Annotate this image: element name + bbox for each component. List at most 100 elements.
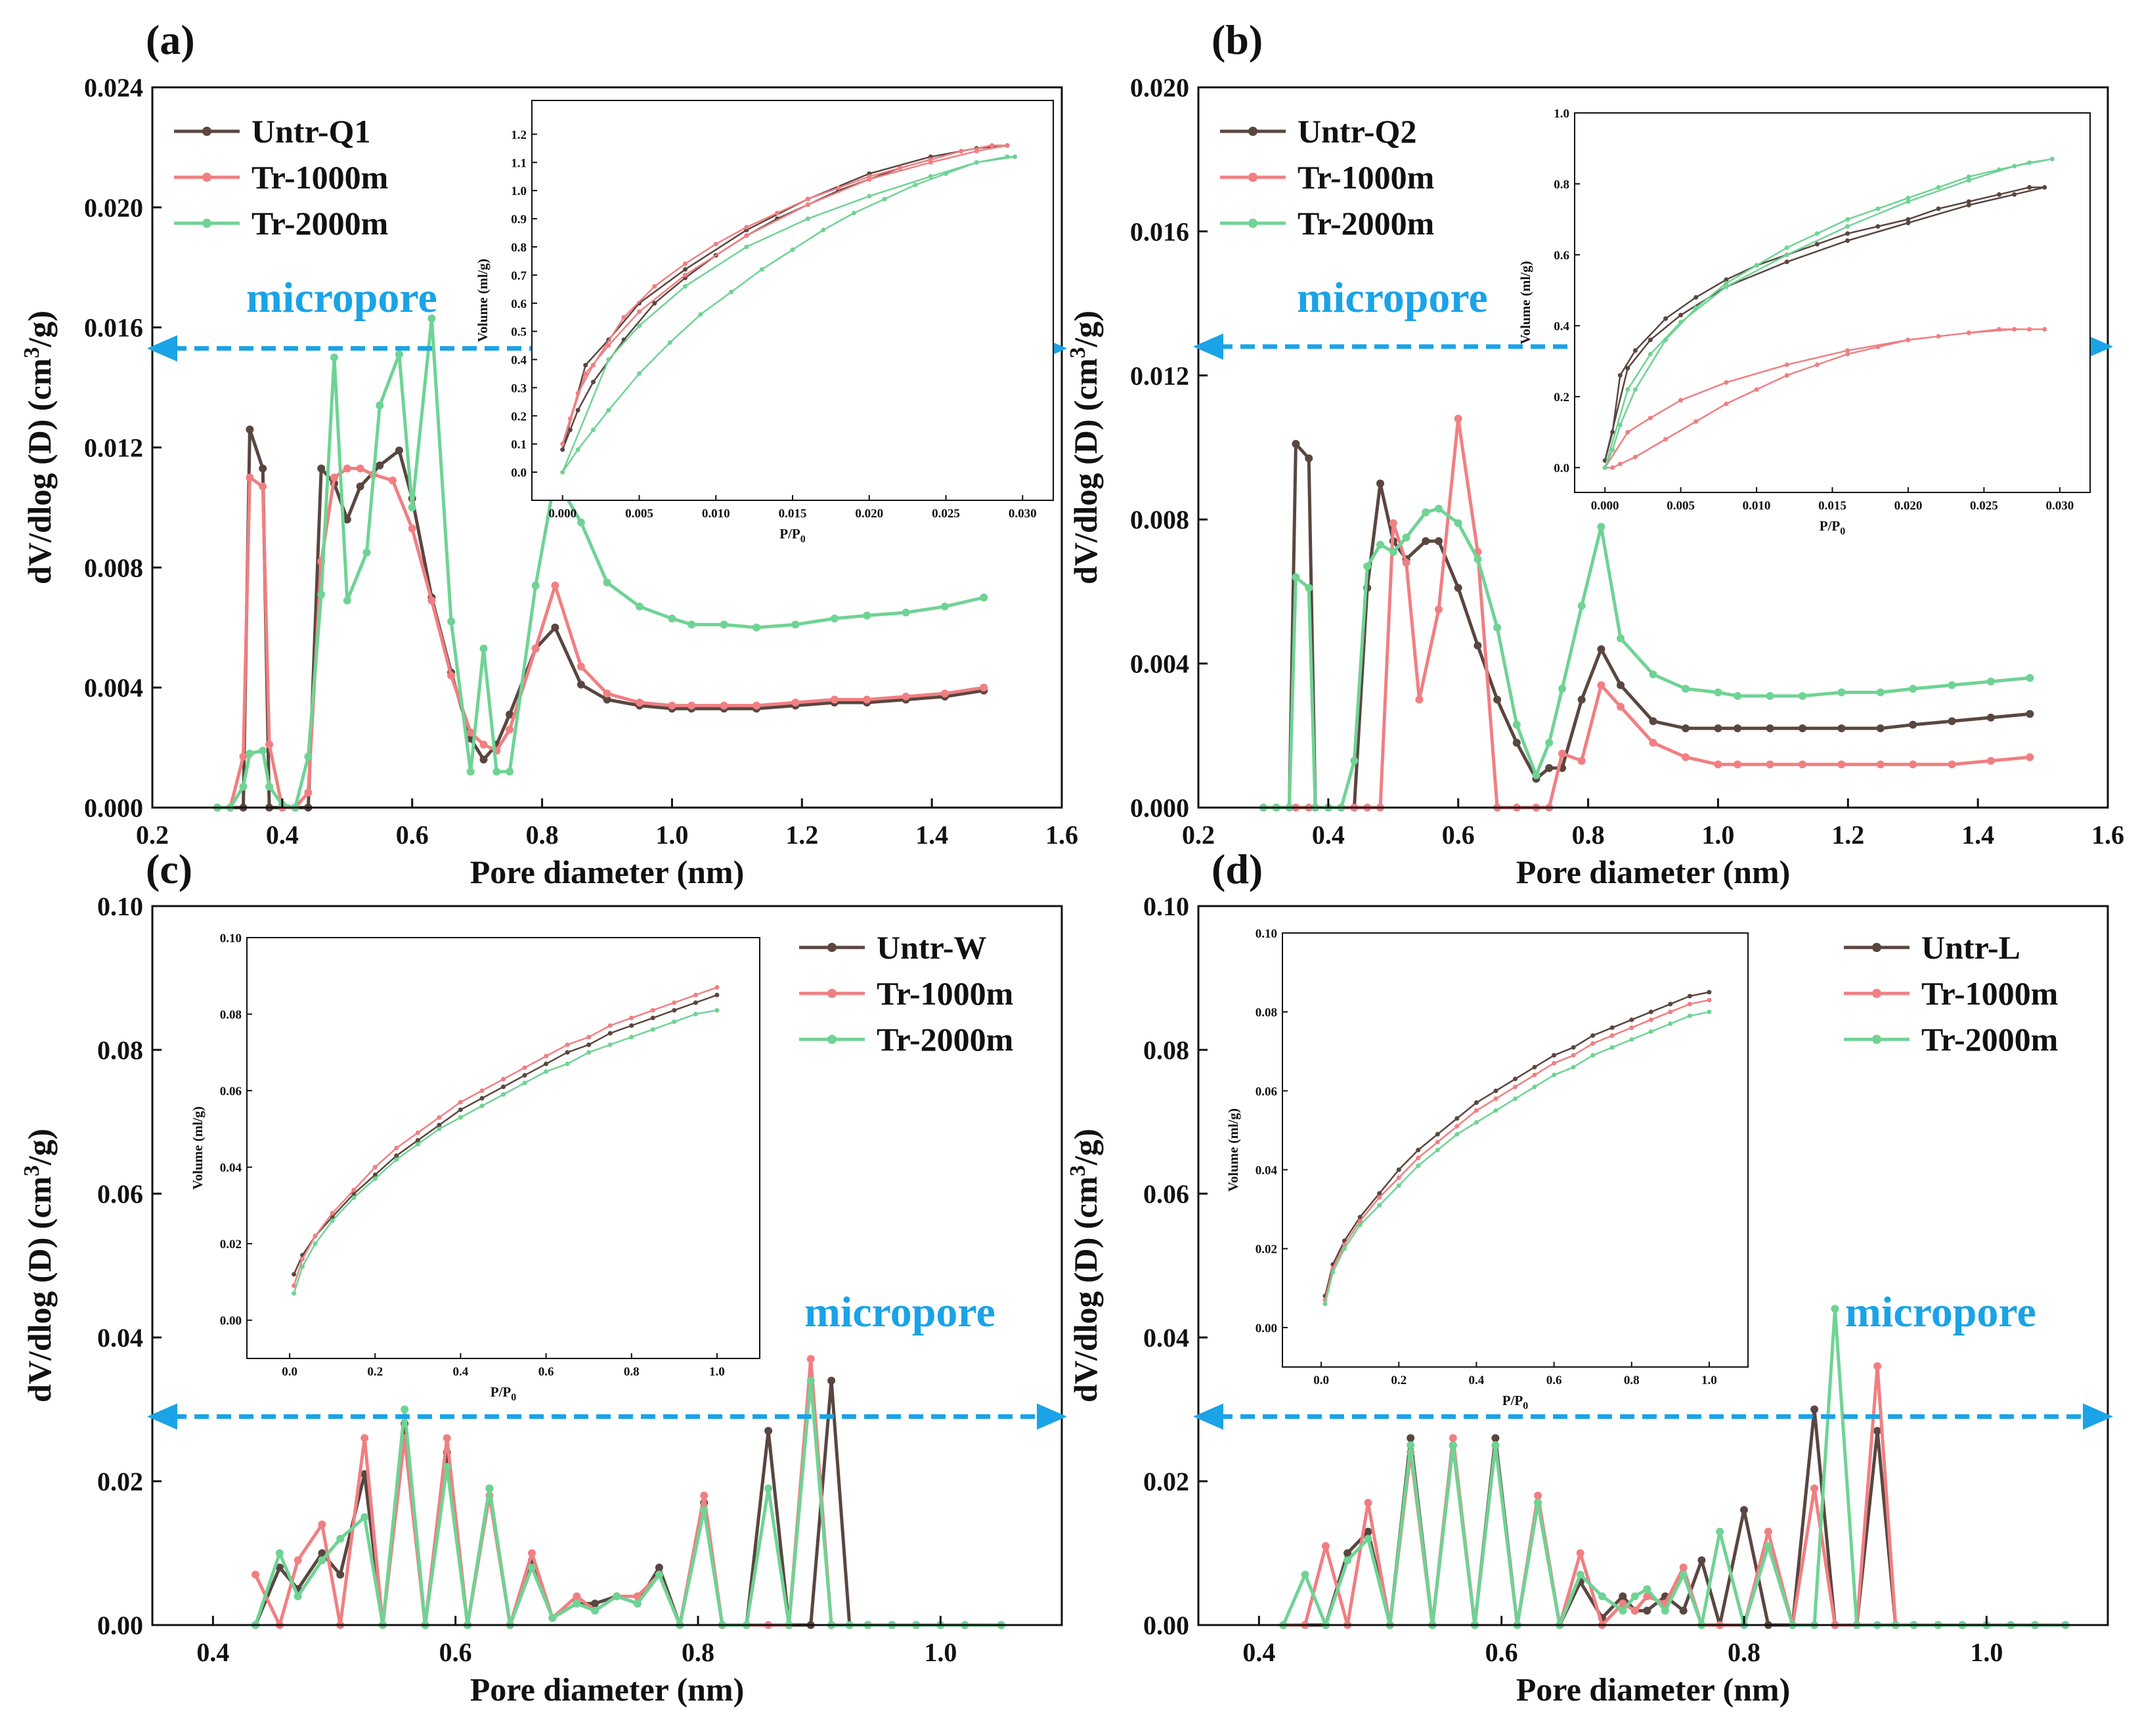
data-point xyxy=(1909,685,1917,693)
data-point xyxy=(1305,584,1313,592)
data-point xyxy=(246,473,254,482)
inset-point xyxy=(1493,1108,1498,1113)
inset-point xyxy=(479,1096,485,1101)
data-point xyxy=(902,608,910,617)
x-tick-label: 0.4 xyxy=(196,1638,229,1667)
arrow-left-icon xyxy=(147,1403,177,1430)
data-point xyxy=(1577,756,1586,765)
inset-point xyxy=(607,1031,613,1036)
inset-point xyxy=(1513,1084,1518,1089)
data-point xyxy=(1876,688,1885,697)
data-point xyxy=(1643,1607,1651,1615)
y-tick-label: 0.012 xyxy=(84,433,143,463)
data-point xyxy=(1415,695,1424,704)
inset-point xyxy=(759,267,764,272)
inset-point xyxy=(544,1061,549,1066)
inset-point xyxy=(1625,429,1630,435)
inset-y-tick-label: 0.04 xyxy=(220,1161,242,1175)
inset-point xyxy=(560,469,565,475)
inset-point xyxy=(672,1008,677,1013)
inset-point xyxy=(683,272,688,278)
data-point xyxy=(1766,760,1774,769)
inset-point xyxy=(522,1073,527,1078)
legend-label: Tr-1000m xyxy=(1921,975,2058,1012)
inset-point xyxy=(744,225,749,230)
panel-letter: (d) xyxy=(1212,846,1263,892)
inset-point xyxy=(729,290,734,295)
inset-point xyxy=(590,362,596,368)
inset-point xyxy=(1590,1052,1596,1058)
data-point xyxy=(806,1376,815,1385)
inset-point xyxy=(1609,1025,1615,1030)
data-point xyxy=(1491,1441,1500,1450)
data-point xyxy=(401,1405,409,1414)
data-point xyxy=(1474,641,1482,650)
inset-curve-tr1000 xyxy=(561,144,1009,445)
legend-marker xyxy=(1872,1035,1881,1044)
data-point xyxy=(395,350,403,358)
inset-point xyxy=(714,992,720,997)
data-point xyxy=(1364,1498,1372,1507)
inset-y-axis-label: Volume (ml/g) xyxy=(1518,261,1533,345)
inset-point xyxy=(1377,1195,1382,1200)
inset-point xyxy=(415,1138,420,1143)
legend-marker xyxy=(1248,219,1257,228)
inset-point xyxy=(606,343,611,348)
inset-x-tick-label: 0.000 xyxy=(1591,499,1619,513)
inset-point xyxy=(1906,337,1911,343)
inset-point xyxy=(1966,178,1971,183)
data-point xyxy=(1682,724,1690,733)
inset-point xyxy=(501,1084,506,1089)
y-tick-label: 0.10 xyxy=(97,892,143,921)
data-point xyxy=(259,464,267,473)
inset-x-tick-label: 0.6 xyxy=(1546,1374,1562,1387)
inset-point xyxy=(1754,263,1759,268)
inset-point xyxy=(974,160,979,165)
inset-point xyxy=(1571,1052,1576,1058)
x-tick-label: 0.4 xyxy=(1242,1638,1275,1667)
data-point xyxy=(1292,440,1300,448)
x-tick-label: 1.0 xyxy=(924,1638,957,1667)
inset-point xyxy=(1687,993,1692,999)
y-tick-label: 0.008 xyxy=(84,553,143,582)
inset-point xyxy=(394,1157,399,1162)
data-point xyxy=(603,578,611,587)
data-point xyxy=(318,1556,326,1565)
inset-y-tick-label: 0.8 xyxy=(1554,178,1569,192)
inset-point xyxy=(1784,252,1789,257)
data-point xyxy=(259,747,267,755)
inset-y-tick-label: 1.0 xyxy=(511,184,527,198)
inset-curve-tr1000 xyxy=(1324,999,1710,1301)
inset-frame xyxy=(1282,932,1749,1368)
inset-point xyxy=(1693,295,1699,300)
inset-point xyxy=(1377,1203,1382,1208)
data-point xyxy=(1682,685,1690,693)
inset-point xyxy=(1663,316,1668,321)
inset-point xyxy=(1493,1096,1498,1101)
y-tick-label: 0.000 xyxy=(84,793,143,823)
data-point xyxy=(573,1599,581,1608)
inset-point xyxy=(1454,1123,1460,1129)
inset-point xyxy=(583,371,588,376)
inset-point xyxy=(292,1283,297,1288)
data-point xyxy=(1740,1506,1748,1514)
data-point xyxy=(447,617,456,626)
inset-point xyxy=(292,1291,297,1296)
inset-curve-untr xyxy=(1604,186,2045,462)
data-point xyxy=(330,473,338,482)
inset-point xyxy=(1668,1001,1673,1007)
inset-isotherm: 0.000 0.005 0.010 0.015 0.020 0.025 0.030 0.0 0.… xyxy=(1518,107,2091,537)
inset-point xyxy=(522,1065,527,1070)
inset-point xyxy=(637,371,642,376)
inset-point xyxy=(775,211,780,215)
y-tick-label: 0.00 xyxy=(97,1611,143,1640)
data-point xyxy=(636,602,644,611)
inset-point xyxy=(821,227,826,232)
inset-y-tick-label: 0.02 xyxy=(1256,1243,1277,1257)
inset-point xyxy=(1707,989,1712,995)
inset-y-tick-label: 0.04 xyxy=(1256,1164,1278,1178)
x-tick-label: 0.6 xyxy=(396,820,429,850)
legend-label: Tr-2000m xyxy=(1298,205,1434,242)
inset-y-tick-label: 0.8 xyxy=(511,241,527,255)
inset-point xyxy=(1610,465,1615,470)
